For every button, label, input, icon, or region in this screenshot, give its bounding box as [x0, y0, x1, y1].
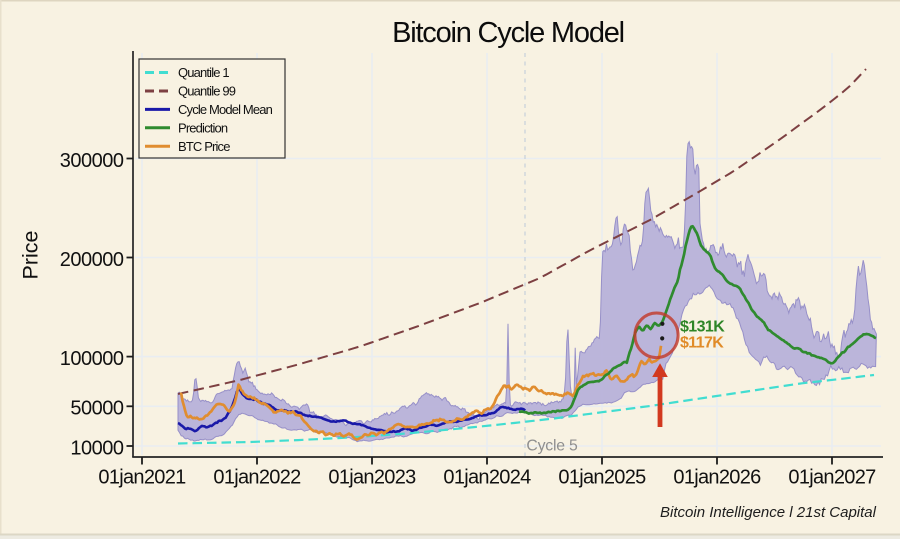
svg-text:01jan2027: 01jan2027 [788, 467, 876, 489]
svg-text:Quantile 99: Quantile 99 [178, 84, 236, 99]
svg-text:Prediction: Prediction [178, 120, 228, 135]
svg-text:01jan2024: 01jan2024 [443, 467, 531, 489]
svg-text:200000: 200000 [60, 249, 124, 271]
svg-text:Bitcoin Cycle Model: Bitcoin Cycle Model [392, 17, 624, 49]
svg-text:50000: 50000 [70, 398, 123, 420]
svg-text:01jan2021: 01jan2021 [98, 467, 186, 489]
svg-text:300000: 300000 [60, 150, 124, 172]
svg-text:01jan2022: 01jan2022 [213, 467, 301, 489]
svg-text:10000: 10000 [70, 437, 123, 459]
svg-text:01jan2023: 01jan2023 [328, 467, 416, 489]
svg-text:Cycle Model Mean: Cycle Model Mean [178, 102, 273, 117]
svg-text:$117K: $117K [680, 335, 724, 352]
svg-text:$131K: $131K [680, 319, 725, 336]
svg-text:Bitcoin Intelligence l 21st Ca: Bitcoin Intelligence l 21st Capital [660, 504, 877, 521]
svg-text:01jan2025: 01jan2025 [558, 467, 646, 489]
svg-text:Price: Price [19, 231, 43, 280]
svg-text:100000: 100000 [60, 348, 124, 370]
svg-text:Cycle 5: Cycle 5 [526, 438, 578, 455]
svg-text:01jan2026: 01jan2026 [673, 467, 761, 489]
svg-text:Quantile 1: Quantile 1 [178, 65, 229, 80]
svg-text:BTC Price: BTC Price [178, 139, 230, 154]
